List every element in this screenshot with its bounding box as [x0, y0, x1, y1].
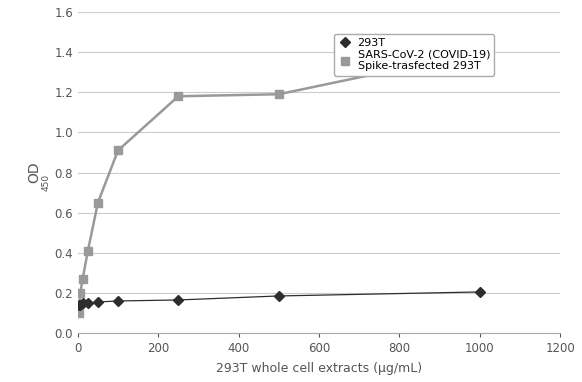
- SARS-CoV-2 (COVID-19)
Spike-trasfected 293T: [76, 311, 83, 315]
- SARS-CoV-2 (COVID-19)
Spike-trasfected 293T: [94, 200, 101, 205]
- Text: 450: 450: [42, 173, 51, 191]
- SARS-CoV-2 (COVID-19)
Spike-trasfected 293T: [115, 148, 122, 153]
- SARS-CoV-2 (COVID-19)
Spike-trasfected 293T: [175, 94, 182, 99]
- SARS-CoV-2 (COVID-19)
Spike-trasfected 293T: [275, 92, 282, 97]
- 293T: [115, 299, 122, 303]
- SARS-CoV-2 (COVID-19)
Spike-trasfected 293T: [476, 50, 483, 54]
- Text: OD: OD: [27, 162, 41, 183]
- 293T: [175, 298, 182, 302]
- X-axis label: 293T whole cell extracts (μg/mL): 293T whole cell extracts (μg/mL): [216, 362, 422, 375]
- Legend: 293T, SARS-CoV-2 (COVID-19)
Spike-trasfected 293T: 293T, SARS-CoV-2 (COVID-19) Spike-trasfe…: [334, 34, 495, 76]
- SARS-CoV-2 (COVID-19)
Spike-trasfected 293T: [79, 277, 86, 281]
- 293T: [79, 301, 86, 305]
- Line: 293T: 293T: [76, 288, 483, 308]
- 293T: [76, 303, 83, 307]
- SARS-CoV-2 (COVID-19)
Spike-trasfected 293T: [84, 249, 91, 253]
- 293T: [476, 290, 483, 294]
- 293T: [77, 303, 84, 307]
- SARS-CoV-2 (COVID-19)
Spike-trasfected 293T: [77, 291, 84, 295]
- Line: SARS-CoV-2 (COVID-19)
Spike-trasfected 293T: SARS-CoV-2 (COVID-19) Spike-trasfected 2…: [75, 48, 484, 317]
- 293T: [94, 300, 101, 304]
- 293T: [275, 294, 282, 298]
- 293T: [84, 301, 91, 305]
